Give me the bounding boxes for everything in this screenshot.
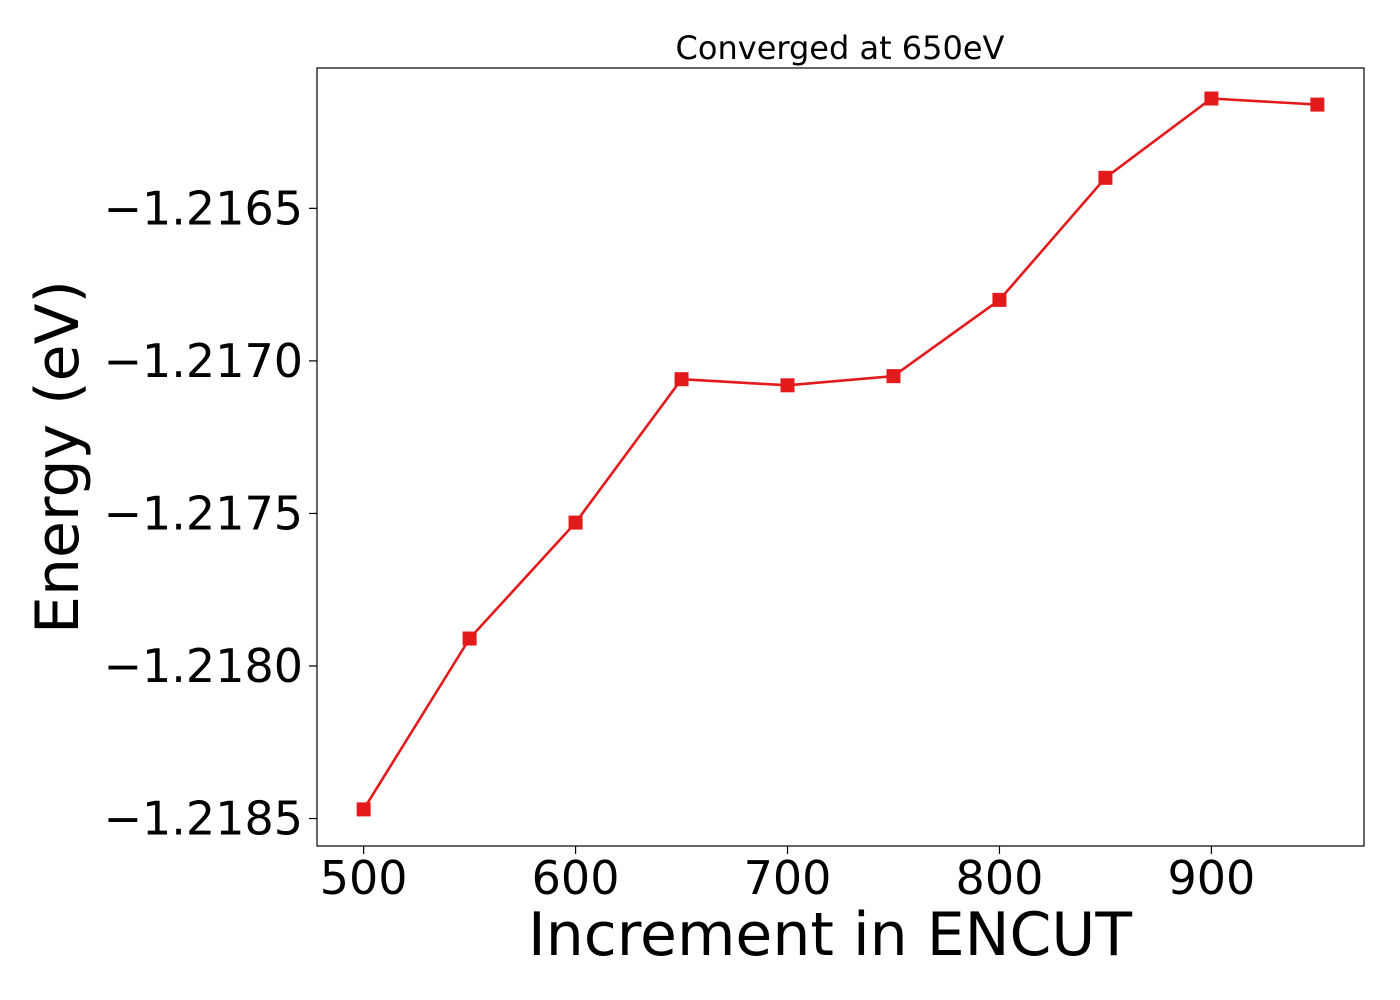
data-point-marker: [992, 292, 1007, 307]
x-tick-label: 600: [532, 851, 620, 905]
plot-area-frame: [316, 67, 1365, 847]
energy-series-line: [362, 97, 1318, 811]
data-point-marker: [886, 369, 901, 384]
data-point-marker: [356, 802, 371, 817]
y-axis-label: Energy (eV): [23, 280, 93, 634]
data-point-marker: [462, 631, 477, 646]
y-tick-label: −1.2175: [104, 486, 304, 540]
y-tick-label: −1.2185: [104, 792, 304, 846]
x-tick-label: 500: [320, 851, 408, 905]
series-layer: [356, 91, 1325, 817]
data-point-marker: [674, 372, 689, 387]
y-tick-label: −1.2165: [104, 181, 304, 235]
y-tick-label: −1.2180: [104, 639, 304, 693]
x-tick-label: 900: [1167, 851, 1255, 905]
x-tick-label: 700: [744, 851, 832, 905]
ticks-layer: 500 600 700 800 900 −1.2185 −1.2180 −1.2175 −1.2…: [104, 181, 1256, 905]
chart-title: Converged at 650eV: [676, 29, 1005, 67]
x-axis-label: Increment in ENCUT: [528, 900, 1132, 970]
data-point-marker: [1310, 97, 1325, 112]
data-point-marker: [780, 378, 795, 393]
data-point-marker: [1098, 170, 1113, 185]
y-tick-label: −1.2170: [104, 334, 304, 388]
data-point-marker: [568, 515, 583, 530]
x-tick-label: 800: [956, 851, 1044, 905]
data-point-marker: [1204, 91, 1219, 106]
